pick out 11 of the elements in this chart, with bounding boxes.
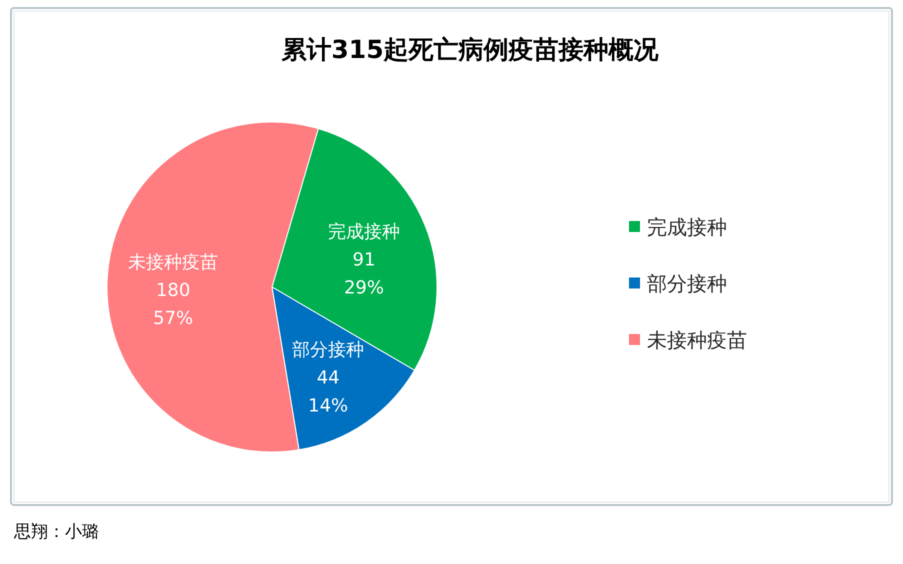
legend-label: 部分接种	[647, 272, 727, 296]
legend-label: 完成接种	[647, 215, 727, 239]
text: 思翔：小璐	[13, 522, 99, 542]
data-label-category: 未接种疫苗	[128, 252, 218, 274]
data-label-category: 部分接种	[292, 340, 364, 361]
data-label: 44 14%	[308, 368, 348, 417]
data-label: 180 57%	[153, 280, 194, 330]
legend-label: 未接种疫苗	[647, 328, 747, 352]
chart-title: 累计315起死亡病例疫苗接种概况	[280, 35, 660, 64]
data-label: 91 29%	[344, 249, 384, 298]
data-label-category: 完成接种	[328, 221, 400, 242]
